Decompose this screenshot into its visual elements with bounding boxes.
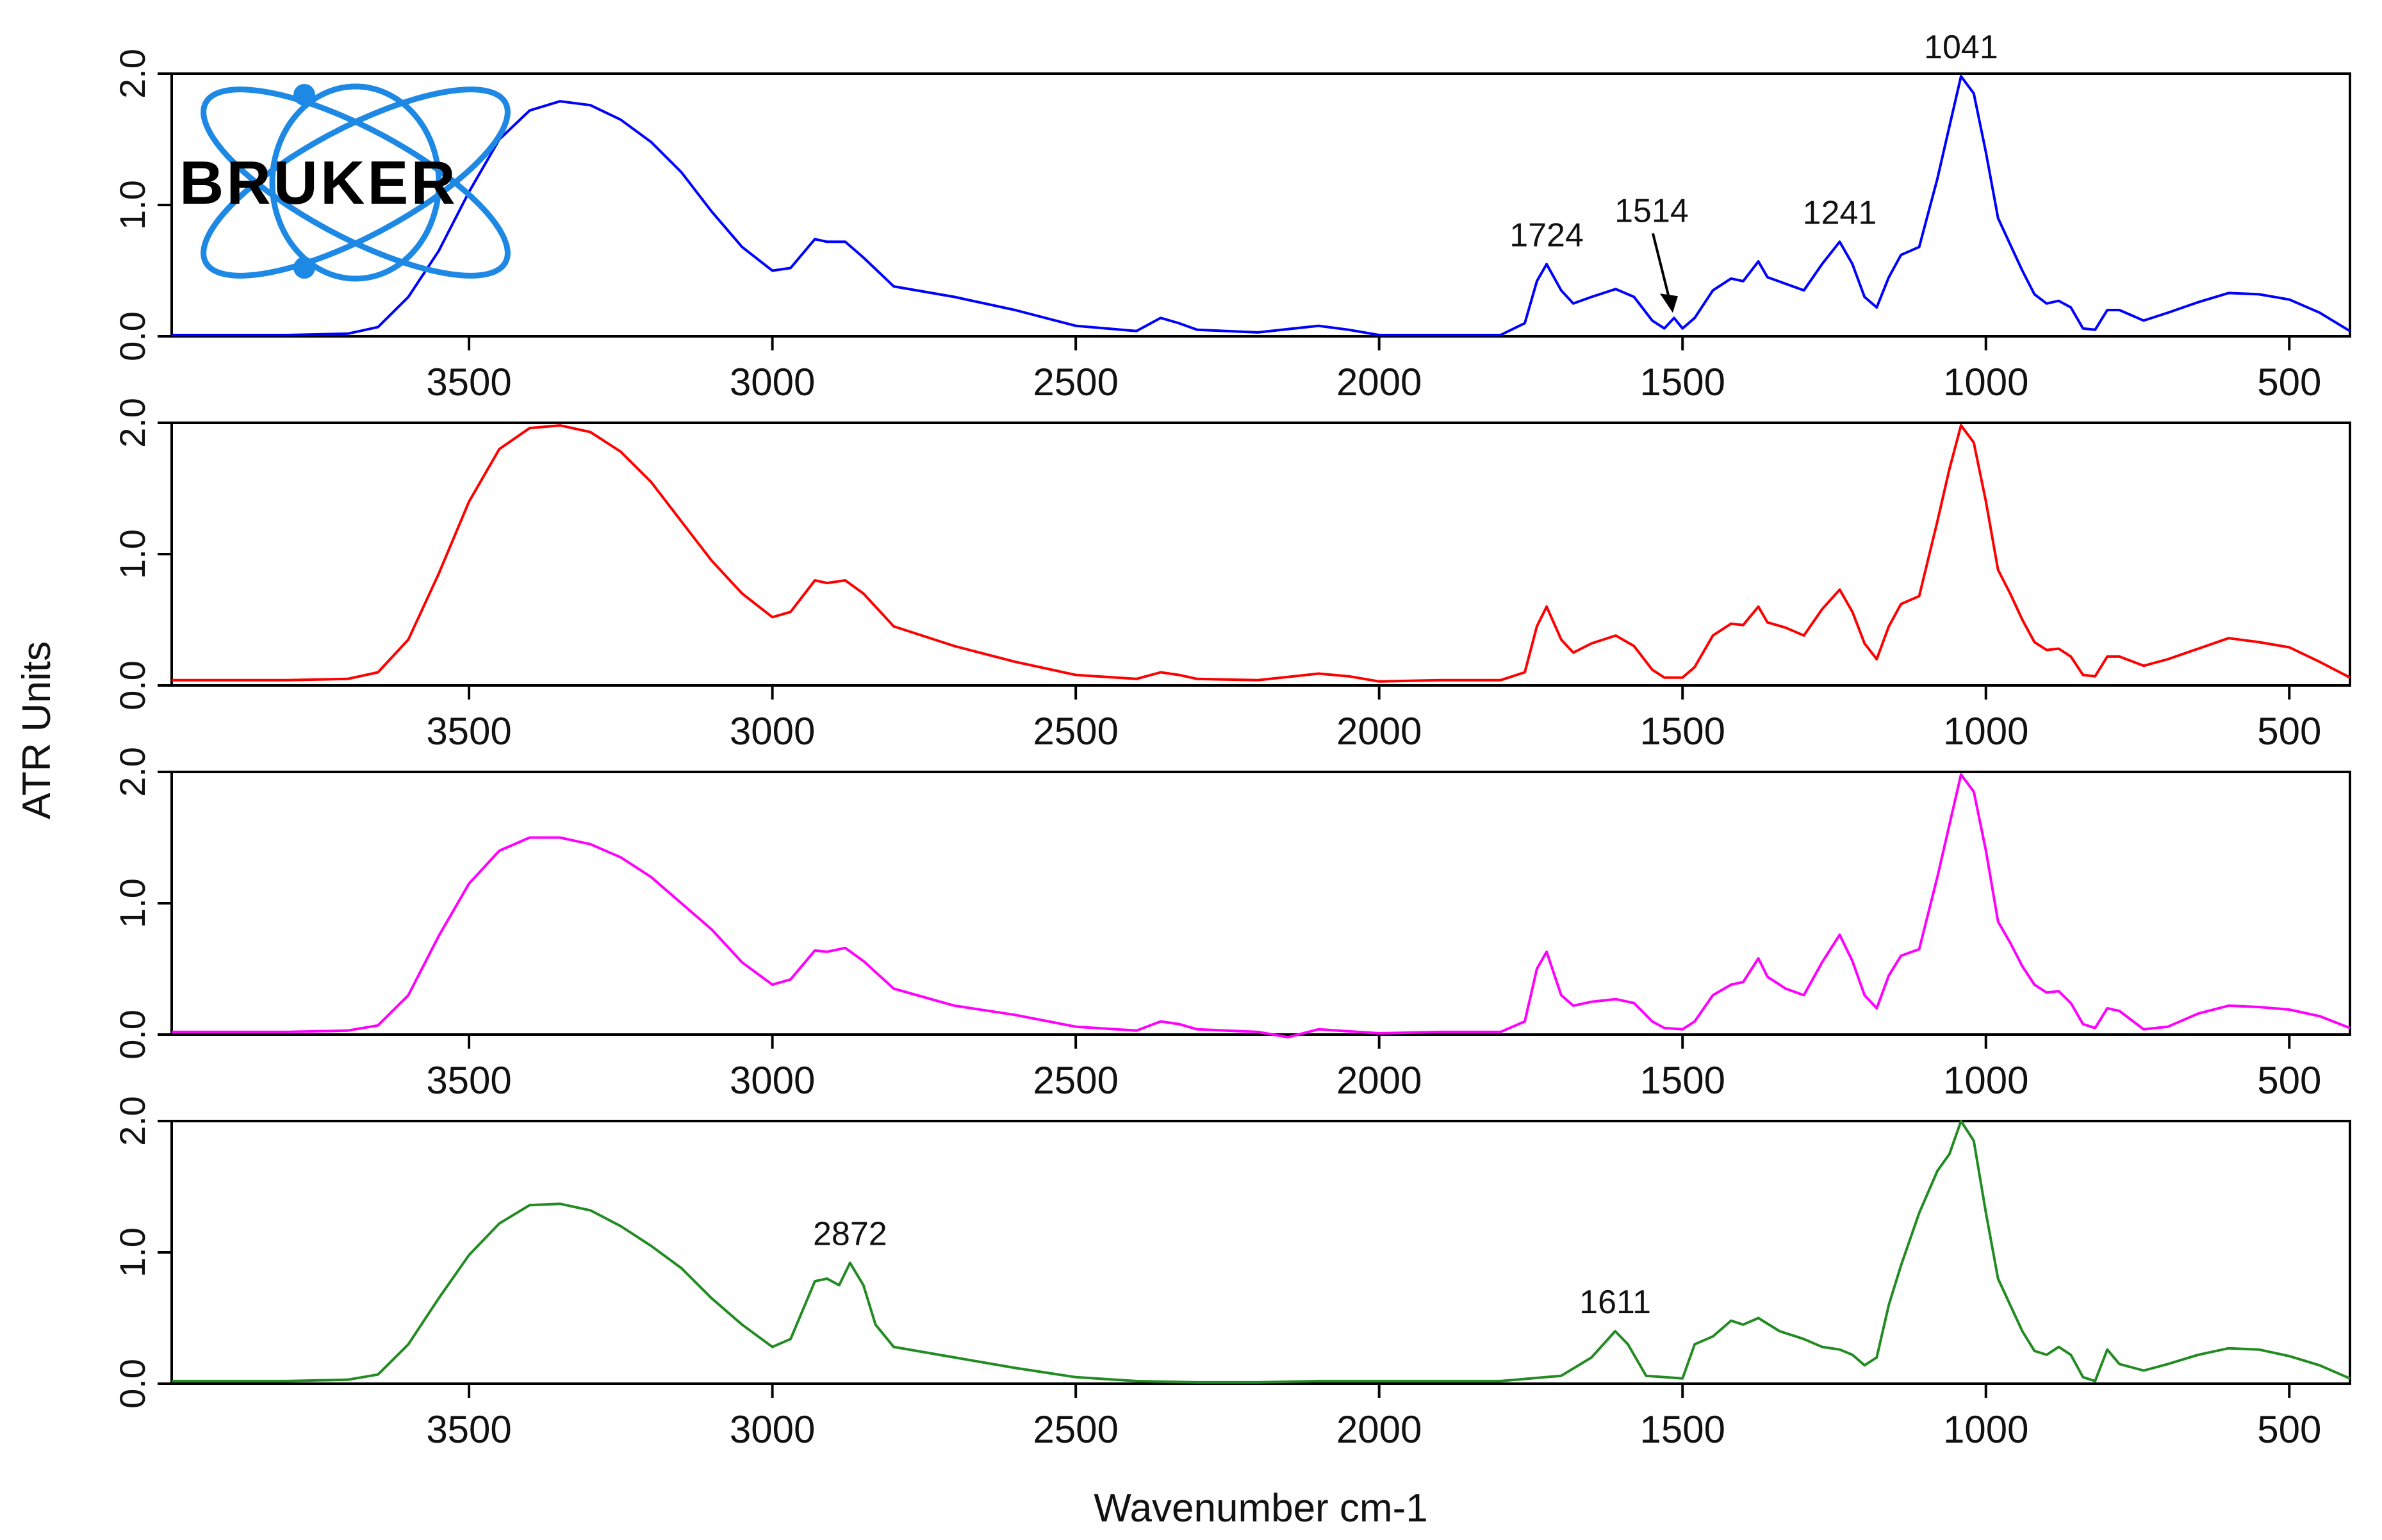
spectrum-line xyxy=(172,773,2351,1039)
y-tick-label: 1.0 xyxy=(112,180,152,230)
electron-dot-top xyxy=(293,84,315,106)
spectrum-line xyxy=(172,75,2351,336)
electron-dot-bottom xyxy=(293,257,315,279)
spectrum-line xyxy=(172,1120,2351,1384)
atom-orbits xyxy=(201,83,511,282)
x-tick-label: 2000 xyxy=(1336,1408,1422,1451)
y-tick-label: 2.0 xyxy=(112,398,152,448)
x-tick-label: 1500 xyxy=(1639,361,1725,404)
x-tick-label: 1000 xyxy=(1943,1059,2028,1102)
panel-4: 3500 3000 2500 2000 1500 1000 500 0.0 1.0 2.0 2872… xyxy=(112,1096,2351,1451)
x-tick-label: 500 xyxy=(2257,1408,2321,1451)
x-tick-label: 3000 xyxy=(730,1408,815,1451)
bruker-logo: BRUKER xyxy=(179,83,511,282)
panel-2: 3500 3000 2500 2000 1500 1000 500 0.0 1.0 2.0 xyxy=(112,398,2351,753)
x-tick-label: 2000 xyxy=(1336,361,1422,404)
x-tick-label: 3500 xyxy=(426,1059,511,1102)
spectrum-line xyxy=(172,424,2351,683)
y-tick-label: 2.0 xyxy=(112,49,152,99)
y-tick-label: 2.0 xyxy=(112,1096,152,1146)
x-tick-label: 2500 xyxy=(1033,361,1118,404)
peak-label: 1041 xyxy=(1924,29,1998,66)
y-tick-label: 0.0 xyxy=(112,1010,152,1060)
x-tick-label: 1000 xyxy=(1943,361,2028,404)
y-tick-label: 2.0 xyxy=(112,747,152,797)
peak-arrowhead xyxy=(1659,293,1678,313)
x-tick-label: 1500 xyxy=(1639,1408,1725,1451)
y-tick-label: 0.0 xyxy=(112,311,152,361)
x-tick-label: 2000 xyxy=(1336,710,1422,753)
peak-label: 1514 xyxy=(1614,192,1689,229)
peak-label: 1241 xyxy=(1803,194,1877,231)
x-tick-label: 500 xyxy=(2257,1059,2321,1102)
y-tick-label: 1.0 xyxy=(112,878,152,928)
x-tick-label: 1000 xyxy=(1943,710,2028,753)
y-tick-label: 1.0 xyxy=(112,529,152,579)
panel-1: 3500 3000 2500 2000 1500 1000 500 0.0 1.0 2.0 1041… xyxy=(112,29,2351,404)
x-axis-title: Wavenumber cm-1 xyxy=(1094,1486,1427,1530)
logo-text: BRUKER xyxy=(179,149,458,217)
x-tick-label: 3500 xyxy=(426,361,511,404)
panels-group: 3500 3000 2500 2000 1500 1000 500 0.0 1.0 2.0 1041… xyxy=(112,29,2351,1451)
x-tick-label: 2500 xyxy=(1033,1059,1118,1102)
x-tick-label: 3000 xyxy=(730,710,815,753)
peak-label: 2872 xyxy=(813,1215,887,1252)
x-tick-label: 3000 xyxy=(730,361,815,404)
x-tick-label: 500 xyxy=(2257,361,2321,404)
x-tick-label: 1500 xyxy=(1639,710,1725,753)
panel-3: 3500 3000 2500 2000 1500 1000 500 0.0 1.0 2.0 xyxy=(112,747,2351,1102)
y-tick-label: 0.0 xyxy=(112,1359,152,1409)
x-tick-label: 2000 xyxy=(1336,1059,1422,1102)
x-tick-label: 2500 xyxy=(1033,710,1118,753)
peak-label: 1724 xyxy=(1509,217,1584,254)
x-tick-label: 500 xyxy=(2257,710,2321,753)
x-tick-label: 3500 xyxy=(426,1408,511,1451)
x-tick-label: 1000 xyxy=(1943,1408,2028,1451)
x-tick-label: 2500 xyxy=(1033,1408,1118,1451)
y-tick-label: 1.0 xyxy=(112,1227,152,1277)
x-tick-label: 3500 xyxy=(426,710,511,753)
y-axis-title: ATR Units xyxy=(15,641,59,819)
y-tick-label: 0.0 xyxy=(112,660,152,710)
x-tick-label: 1500 xyxy=(1639,1059,1725,1102)
peak-label: 1611 xyxy=(1579,1284,1651,1321)
x-tick-label: 3000 xyxy=(730,1059,815,1102)
